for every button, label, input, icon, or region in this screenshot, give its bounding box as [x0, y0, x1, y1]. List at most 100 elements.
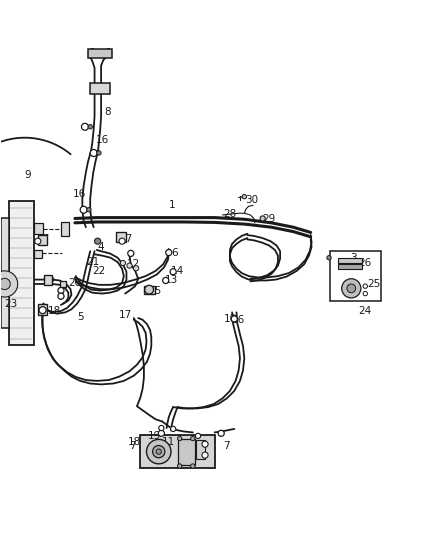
Text: 5: 5 [77, 312, 84, 322]
Text: 12: 12 [127, 260, 141, 269]
Circle shape [342, 279, 361, 298]
Bar [1, 219, 9, 328]
Text: 9: 9 [25, 170, 32, 180]
Circle shape [202, 452, 208, 458]
Circle shape [177, 464, 182, 468]
Circle shape [128, 251, 134, 256]
Text: 28: 28 [223, 209, 237, 219]
Bar [38, 235, 46, 245]
Bar [61, 222, 69, 236]
Bar [144, 286, 155, 294]
Text: 20: 20 [68, 278, 81, 288]
Bar [90, 83, 110, 94]
Bar [177, 439, 195, 465]
Circle shape [202, 441, 208, 447]
Circle shape [127, 263, 132, 268]
Circle shape [0, 271, 18, 297]
Bar [338, 258, 362, 263]
Circle shape [170, 426, 176, 432]
Text: 13: 13 [164, 276, 178, 286]
Circle shape [260, 216, 265, 221]
Circle shape [231, 316, 237, 322]
Circle shape [97, 151, 101, 155]
Text: 18: 18 [128, 437, 141, 447]
Text: 17: 17 [119, 310, 132, 320]
Text: 30: 30 [245, 195, 258, 205]
Circle shape [162, 277, 169, 284]
Text: 8: 8 [105, 107, 111, 117]
Text: 26: 26 [359, 258, 372, 268]
Bar [141, 435, 215, 468]
Circle shape [95, 238, 101, 244]
Circle shape [363, 292, 367, 296]
Text: 29: 29 [263, 214, 276, 224]
Circle shape [90, 149, 97, 157]
Text: 23: 23 [4, 298, 18, 309]
Circle shape [156, 449, 161, 454]
Bar [117, 231, 126, 243]
Text: 10: 10 [223, 314, 237, 324]
Circle shape [81, 123, 88, 130]
Text: 11: 11 [162, 437, 176, 447]
Text: 1: 1 [169, 200, 175, 211]
Bar [88, 49, 112, 58]
Text: 4: 4 [98, 242, 104, 252]
Circle shape [145, 285, 153, 294]
Circle shape [363, 284, 367, 288]
Circle shape [191, 437, 195, 441]
Circle shape [177, 437, 182, 441]
Text: 18: 18 [48, 306, 61, 316]
Circle shape [152, 446, 165, 458]
Bar [34, 223, 43, 234]
Text: 7: 7 [130, 441, 136, 451]
Text: 16: 16 [232, 315, 245, 325]
Text: 27: 27 [36, 235, 50, 245]
Circle shape [218, 430, 224, 437]
Circle shape [39, 306, 46, 313]
Text: 7: 7 [223, 441, 230, 451]
Circle shape [58, 287, 64, 294]
Bar [34, 250, 42, 258]
Text: 22: 22 [92, 266, 106, 276]
Bar [38, 304, 47, 314]
Text: 24: 24 [359, 306, 372, 316]
Text: 16: 16 [73, 189, 86, 199]
Text: 15: 15 [149, 286, 162, 295]
Circle shape [80, 206, 87, 213]
Text: 19: 19 [148, 431, 162, 441]
Text: 27: 27 [120, 235, 133, 245]
Circle shape [158, 430, 164, 437]
Bar [60, 281, 66, 287]
Circle shape [120, 261, 126, 265]
Circle shape [242, 195, 247, 199]
Circle shape [134, 265, 139, 271]
Circle shape [159, 425, 164, 431]
Circle shape [58, 293, 64, 299]
Bar [89, 41, 97, 45]
Bar [44, 275, 52, 285]
Circle shape [87, 207, 91, 212]
Text: 3: 3 [350, 253, 357, 263]
Circle shape [170, 269, 176, 275]
Circle shape [166, 249, 172, 256]
Text: 21: 21 [86, 257, 99, 267]
Circle shape [347, 284, 356, 293]
Bar [9, 201, 34, 345]
Circle shape [147, 439, 171, 464]
Circle shape [327, 256, 331, 260]
Text: 14: 14 [171, 266, 184, 276]
Text: 16: 16 [96, 135, 109, 145]
Text: 7: 7 [57, 292, 64, 302]
Circle shape [88, 125, 92, 129]
Text: 2: 2 [49, 277, 55, 287]
Circle shape [0, 278, 11, 289]
Bar [338, 264, 362, 269]
Circle shape [119, 238, 125, 244]
Bar [330, 251, 381, 302]
Text: 6: 6 [171, 248, 177, 259]
Text: 25: 25 [367, 279, 381, 289]
Circle shape [35, 238, 41, 244]
Circle shape [191, 464, 195, 468]
Bar [103, 41, 111, 45]
Bar [196, 440, 205, 459]
